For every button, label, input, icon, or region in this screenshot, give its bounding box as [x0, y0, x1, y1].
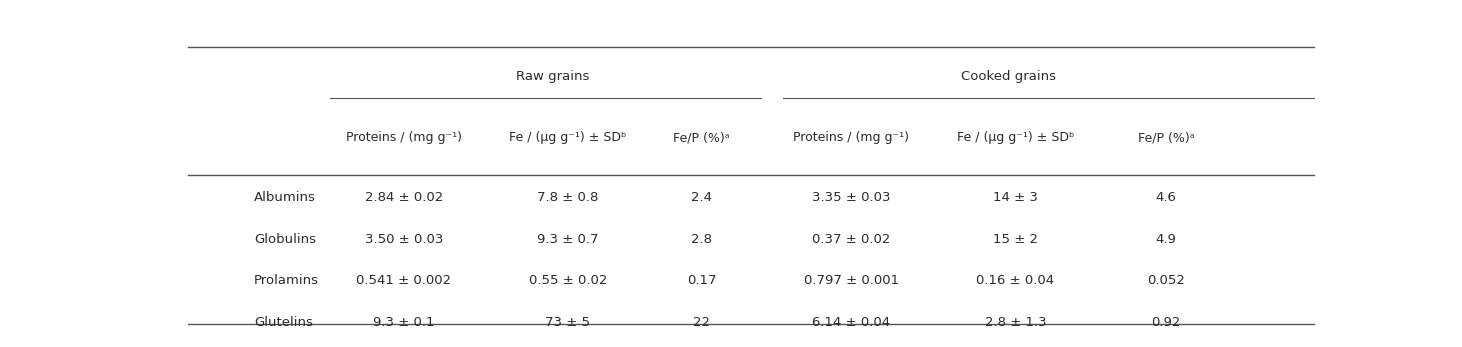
Text: Fe / (μg g⁻¹) ± SDᵇ: Fe / (μg g⁻¹) ± SDᵇ — [956, 131, 1075, 144]
Text: 2.8: 2.8 — [692, 233, 712, 246]
Text: Fe / (μg g⁻¹) ± SDᵇ: Fe / (μg g⁻¹) ± SDᵇ — [509, 131, 627, 144]
Text: Proteins / (mg g⁻¹): Proteins / (mg g⁻¹) — [345, 131, 462, 144]
Text: 7.8 ± 0.8: 7.8 ± 0.8 — [538, 192, 598, 204]
Text: 0.052: 0.052 — [1148, 274, 1186, 287]
Text: 22: 22 — [693, 316, 711, 329]
Text: Cooked grains: Cooked grains — [961, 70, 1056, 83]
Text: 3.35 ± 0.03: 3.35 ± 0.03 — [811, 192, 890, 204]
Text: 73 ± 5: 73 ± 5 — [545, 316, 591, 329]
Text: 3.50 ± 0.03: 3.50 ± 0.03 — [364, 233, 443, 246]
Text: 2.84 ± 0.02: 2.84 ± 0.02 — [364, 192, 443, 204]
Text: 14 ± 3: 14 ± 3 — [993, 192, 1038, 204]
Text: 6.14 ± 0.04: 6.14 ± 0.04 — [813, 316, 890, 329]
Text: 2.8 ± 1.3: 2.8 ± 1.3 — [985, 316, 1047, 329]
Text: 9.3 ± 0.7: 9.3 ± 0.7 — [537, 233, 599, 246]
Text: 15 ± 2: 15 ± 2 — [993, 233, 1038, 246]
Text: 0.37 ± 0.02: 0.37 ± 0.02 — [811, 233, 890, 246]
Text: 9.3 ± 0.1: 9.3 ± 0.1 — [373, 316, 434, 329]
Text: Globulins: Globulins — [254, 233, 316, 246]
Text: Proteins / (mg g⁻¹): Proteins / (mg g⁻¹) — [794, 131, 909, 144]
Text: 0.797 ± 0.001: 0.797 ± 0.001 — [804, 274, 899, 287]
Text: Fe/P (%)ᵃ: Fe/P (%)ᵃ — [674, 131, 730, 144]
Text: 0.16 ± 0.04: 0.16 ± 0.04 — [977, 274, 1054, 287]
Text: 0.55 ± 0.02: 0.55 ± 0.02 — [529, 274, 607, 287]
Text: Raw grains: Raw grains — [516, 70, 589, 83]
Text: Glutelins: Glutelins — [254, 316, 313, 329]
Text: 0.541 ± 0.002: 0.541 ± 0.002 — [357, 274, 452, 287]
Text: 4.9: 4.9 — [1156, 233, 1177, 246]
Text: Fe/P (%)ᵃ: Fe/P (%)ᵃ — [1137, 131, 1194, 144]
Text: Albumins: Albumins — [254, 192, 316, 204]
Text: 2.4: 2.4 — [692, 192, 712, 204]
Text: 0.17: 0.17 — [687, 274, 716, 287]
Text: 0.92: 0.92 — [1152, 316, 1181, 329]
Text: Prolamins: Prolamins — [254, 274, 319, 287]
Text: 4.6: 4.6 — [1156, 192, 1177, 204]
